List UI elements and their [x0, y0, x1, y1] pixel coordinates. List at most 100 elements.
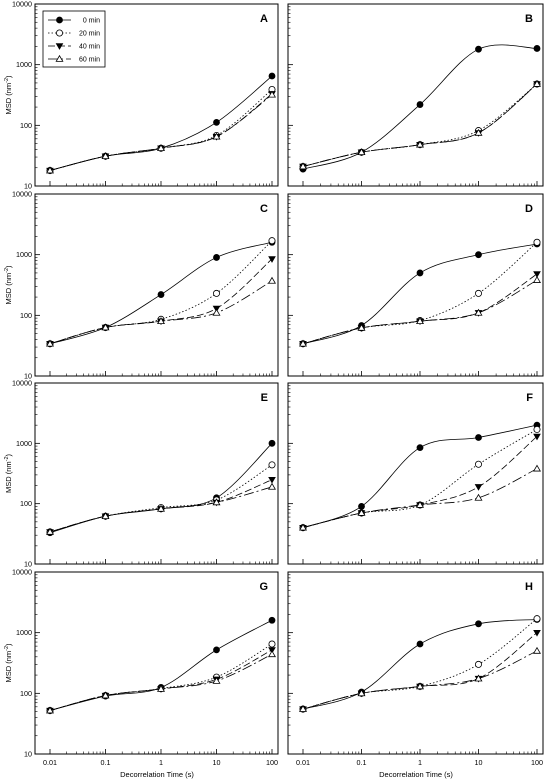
series-line	[302, 83, 538, 167]
data-point	[268, 616, 276, 624]
panel-label: C	[260, 203, 268, 215]
y-tick-label: 100	[20, 121, 32, 130]
series-line	[49, 619, 273, 711]
panel-d: D	[287, 193, 544, 377]
data-point	[416, 269, 424, 277]
data-point	[268, 461, 276, 469]
series-line	[302, 468, 538, 529]
y-tick-label: 10000	[12, 568, 32, 577]
data-point	[533, 276, 541, 283]
data-point	[416, 640, 424, 648]
data-point	[475, 251, 482, 259]
y-axis-label: MSD (nm-2)	[4, 453, 13, 493]
data-point	[299, 704, 307, 712]
data-point	[416, 317, 424, 325]
legend-label: 0 min	[83, 18, 100, 25]
panel-b: B	[287, 3, 544, 187]
data-point	[533, 271, 541, 278]
data-point	[416, 444, 424, 451]
legend-marker	[55, 54, 64, 62]
data-point	[157, 144, 165, 151]
data-point	[474, 484, 483, 491]
x-tick-label: 1	[159, 758, 163, 767]
data-point	[157, 291, 165, 298]
data-point	[416, 101, 424, 108]
y-tick-label: 1000	[16, 250, 32, 259]
y-tick-label: 10	[24, 750, 32, 759]
data-point	[416, 140, 424, 148]
y-tick-label: 1000	[16, 628, 32, 637]
data-point	[533, 646, 541, 654]
panel-label: A	[260, 13, 268, 25]
y-tick-label: 100	[20, 499, 32, 508]
series-line	[302, 279, 538, 345]
panel-label: F	[526, 392, 533, 404]
legend-marker	[56, 29, 64, 37]
panel-label: D	[525, 203, 533, 215]
series-line	[302, 650, 538, 710]
data-point	[474, 128, 483, 136]
data-point	[357, 689, 366, 697]
series-line	[302, 83, 538, 167]
data-point	[268, 237, 276, 245]
data-point	[474, 660, 482, 668]
data-point	[213, 646, 220, 654]
legend: 0 min 20 min 40 min 60 min	[42, 10, 106, 68]
y-tick-label: 10000	[12, 0, 32, 9]
panel-f: F	[287, 382, 544, 565]
data-point	[101, 512, 110, 519]
data-point	[212, 498, 221, 506]
data-point	[268, 72, 276, 80]
plot-frame	[34, 571, 279, 755]
y-tick-label: 10000	[12, 190, 32, 199]
data-point	[299, 523, 307, 531]
plot-frame	[34, 3, 279, 187]
data-point	[212, 132, 221, 140]
x-tick-label: 10	[213, 758, 221, 767]
x-axis-label-right: Decorrelation Time (s)	[379, 770, 453, 779]
legend-marker	[55, 43, 64, 50]
data-point	[157, 317, 165, 325]
data-point	[268, 439, 276, 447]
y-tick-label: 1000	[16, 60, 32, 69]
data-point	[157, 684, 165, 692]
series-line	[49, 258, 273, 345]
data-point	[474, 289, 482, 297]
data-point	[268, 476, 276, 484]
data-point	[533, 79, 541, 87]
data-point	[46, 706, 54, 714]
series-line	[49, 443, 273, 534]
data-point	[268, 276, 276, 284]
data-point	[533, 629, 541, 637]
data-point	[533, 464, 541, 472]
series-line	[302, 619, 538, 710]
x-tick-label: 0.01	[296, 758, 310, 767]
y-tick-label: 10	[24, 560, 32, 569]
series-line	[302, 83, 538, 167]
series-line	[302, 241, 538, 345]
data-point	[533, 45, 541, 52]
data-point	[268, 90, 276, 98]
data-point	[101, 152, 110, 159]
panel-label: G	[259, 581, 268, 593]
data-point	[268, 256, 276, 263]
data-point	[474, 460, 482, 468]
plot-frame	[34, 382, 279, 565]
data-point	[212, 289, 220, 297]
data-point	[474, 308, 483, 316]
x-tick-label: 0.1	[101, 758, 111, 767]
data-point	[416, 500, 424, 508]
data-point	[357, 508, 366, 516]
plot-frame	[287, 382, 544, 565]
legend-label: 60 min	[79, 57, 100, 64]
series-line	[49, 75, 273, 171]
plot-frame	[287, 193, 544, 377]
data-point	[46, 339, 54, 347]
panel-c: 10 100 1000 10000 C MSD (nm-2)	[4, 190, 279, 381]
data-point	[268, 482, 276, 490]
data-point	[533, 425, 541, 433]
y-tick-label: 1000	[16, 439, 32, 448]
legend-label: 40 min	[79, 44, 100, 51]
data-point	[212, 676, 221, 684]
data-point	[475, 620, 482, 628]
